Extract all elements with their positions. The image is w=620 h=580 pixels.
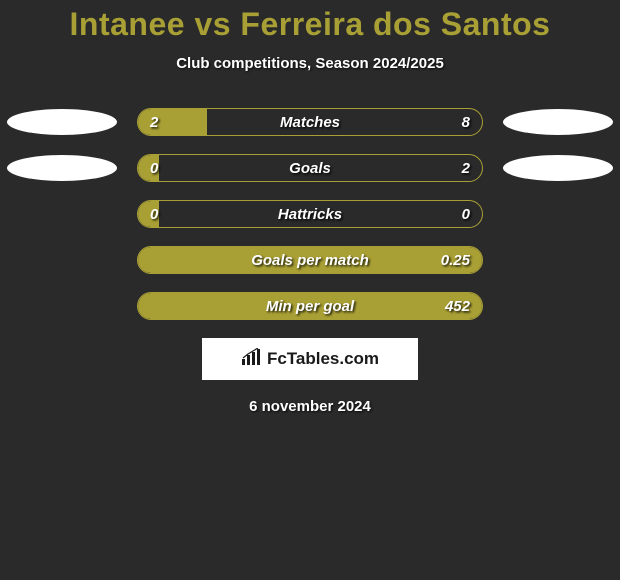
stat-row: 0Goals2 xyxy=(0,154,620,182)
stat-row: Min per goal452 xyxy=(0,292,620,320)
stat-label: Matches xyxy=(138,109,482,135)
stat-bar: Min per goal452 xyxy=(137,292,483,320)
stat-right-value: 2 xyxy=(462,155,470,181)
stat-right-value: 452 xyxy=(445,293,470,319)
page-title: Intanee vs Ferreira dos Santos xyxy=(0,6,620,43)
stat-row: Goals per match0.25 xyxy=(0,246,620,274)
stat-bar: 0Hattricks0 xyxy=(137,200,483,228)
stat-label: Hattricks xyxy=(138,201,482,227)
player-left-marker xyxy=(7,155,117,181)
subtitle: Club competitions, Season 2024/2025 xyxy=(0,55,620,72)
stat-label: Goals per match xyxy=(138,247,482,273)
stat-bar: Goals per match0.25 xyxy=(137,246,483,274)
player-right-marker xyxy=(503,109,613,135)
stat-right-value: 0 xyxy=(462,201,470,227)
stat-row: 2Matches8 xyxy=(0,108,620,136)
attribution-text: FcTables.com xyxy=(267,349,379,369)
player-left-marker xyxy=(7,109,117,135)
stat-label: Goals xyxy=(138,155,482,181)
attribution-badge: FcTables.com xyxy=(202,338,418,380)
stat-bar: 2Matches8 xyxy=(137,108,483,136)
date-label: 6 november 2024 xyxy=(0,398,620,415)
stat-row: 0Hattricks0 xyxy=(0,200,620,228)
comparison-chart: Intanee vs Ferreira dos Santos Club comp… xyxy=(0,0,620,415)
stat-bar: 0Goals2 xyxy=(137,154,483,182)
stat-right-value: 8 xyxy=(462,109,470,135)
stat-label: Min per goal xyxy=(138,293,482,319)
player-right-marker xyxy=(503,155,613,181)
stat-rows: 2Matches80Goals20Hattricks0Goals per mat… xyxy=(0,108,620,320)
stat-right-value: 0.25 xyxy=(441,247,470,273)
chart-icon xyxy=(241,348,261,371)
